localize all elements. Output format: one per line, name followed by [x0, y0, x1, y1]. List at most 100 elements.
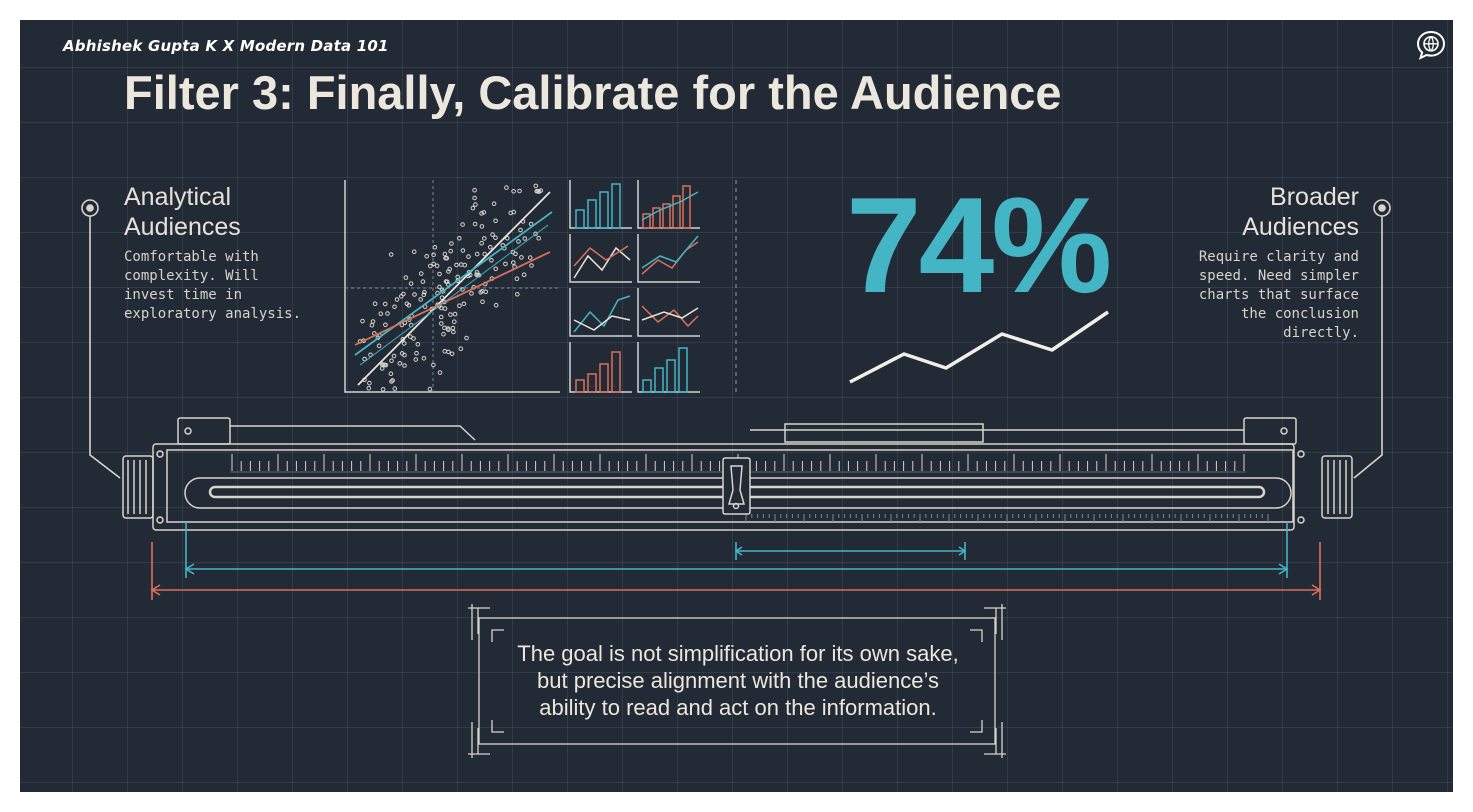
scatter-dot: [452, 319, 457, 325]
broader-heading-line1: Broader: [1270, 183, 1359, 211]
scatter-dot: [402, 363, 407, 368]
scatter-dot: [533, 231, 538, 237]
scatter-dot: [493, 218, 498, 224]
scatter-dot: [431, 362, 436, 368]
scatter-dot: [370, 319, 376, 324]
scatter-dot: [457, 236, 462, 241]
scatter-dot: [418, 297, 424, 302]
scatter-dot: [388, 252, 394, 257]
scatter-dot: [379, 366, 385, 371]
scatter-dot: [383, 322, 388, 328]
scatter-dot: [428, 263, 433, 269]
scatter-dot: [442, 325, 447, 331]
scatter-dot: [385, 311, 390, 316]
chat-bubble-icon: [1416, 30, 1446, 60]
scatter-dot: [360, 318, 365, 324]
scatter-dot: [421, 292, 427, 298]
left-connector-pin: [81, 199, 121, 479]
scatter-dot: [490, 232, 495, 237]
quote-frame: [468, 604, 1006, 758]
broader-audiences-description: Require clarity and speed. Need simpler …: [1198, 249, 1359, 341]
quote-line1: The goal is not simplification for its o…: [517, 641, 959, 666]
scatter-dot: [536, 235, 542, 241]
scatter-dot: [473, 202, 478, 207]
scatter-dot: [466, 254, 471, 259]
scatter-dot: [389, 379, 394, 384]
scatter-dot: [479, 211, 484, 216]
quote-text: The goal is not simplification for its o…: [490, 640, 986, 721]
scatter-dot: [411, 336, 416, 341]
scatter-dot: [461, 301, 467, 307]
scatter-dot: [517, 188, 522, 194]
scatter-dot: [533, 183, 539, 189]
broader-audiences-heading: Broader Audiences: [1242, 182, 1359, 242]
scatter-dot: [518, 227, 523, 233]
scatter-dot: [460, 222, 465, 227]
scatter-dot: [449, 351, 455, 357]
scatter-dot: [448, 312, 453, 317]
scatter-dot: [469, 291, 474, 296]
scatter-dot: [369, 322, 375, 328]
scatter-dot: [447, 266, 453, 272]
scatter-dot: [392, 304, 397, 310]
scatter-dot: [420, 279, 426, 284]
scatter-dot: [408, 281, 414, 286]
scatter-dot: [403, 275, 409, 280]
scatter-dot: [372, 301, 378, 307]
scatter-dot: [442, 251, 448, 257]
slide: Abhishek Gupta K X Modern Data 101 Filte…: [20, 20, 1453, 792]
scatter-dot: [389, 358, 394, 364]
scatter-dot: [529, 263, 534, 268]
scatter-dot: [511, 189, 516, 194]
scatter-dot: [451, 329, 456, 335]
scatter-dot: [503, 261, 508, 267]
scatter-dot: [472, 221, 478, 227]
scatter-dot: [444, 279, 450, 285]
broader-heading-line2: Audiences: [1242, 213, 1359, 241]
quote-line2: but precise alignment with the audience’…: [537, 668, 939, 693]
scatter-dot: [493, 302, 499, 308]
scatter-dot: [454, 262, 459, 268]
scatter-dot: [367, 380, 372, 386]
scatter-dot: [511, 260, 516, 265]
scatter-dot: [479, 224, 485, 229]
slide-ruler-illustration: [122, 417, 1353, 531]
scatter-dot: [427, 386, 433, 392]
scatter-dot: [462, 262, 468, 268]
scatter-dot: [415, 342, 421, 347]
scatter-dot: [504, 185, 509, 190]
small-multiples-illustration: [569, 180, 700, 393]
analytical-heading-line2: Audiences: [124, 213, 241, 241]
scatter-dot: [528, 221, 534, 227]
scatter-dot: [418, 271, 424, 276]
scatter-plot-illustration: [344, 180, 560, 393]
scatter-dot: [522, 236, 528, 241]
scatter-dot: [391, 353, 397, 359]
scatter-dot: [452, 311, 458, 317]
scatter-dot: [408, 334, 413, 339]
scatter-dot: [446, 327, 451, 333]
scatter-dot: [527, 255, 533, 260]
scatter-dot: [382, 301, 388, 307]
scatter-dot: [413, 357, 419, 362]
scatter-dot: [394, 297, 400, 302]
scatter-dot: [445, 282, 451, 287]
scatter-dot: [431, 252, 436, 258]
scatter-dot: [412, 292, 417, 297]
scatter-dot: [378, 311, 384, 317]
credit-text: Abhishek Gupta K X Modern Data 101: [63, 37, 389, 55]
scatter-dot: [538, 188, 544, 193]
scatter-dot: [390, 378, 395, 383]
analytical-audiences-heading: Analytical Audiences: [124, 182, 241, 242]
stat-value: 74%: [846, 169, 1112, 321]
scatter-dot: [458, 262, 464, 267]
scatter-dot: [366, 385, 372, 391]
scatter-dot: [439, 321, 444, 326]
scatter-dot: [380, 387, 386, 392]
scatter-dot: [431, 261, 436, 267]
scatter-dot: [481, 210, 487, 215]
scatter-dot: [432, 245, 438, 250]
scatter-dot: [478, 290, 484, 295]
scatter-dot: [441, 331, 446, 337]
scatter-dot: [474, 251, 480, 257]
